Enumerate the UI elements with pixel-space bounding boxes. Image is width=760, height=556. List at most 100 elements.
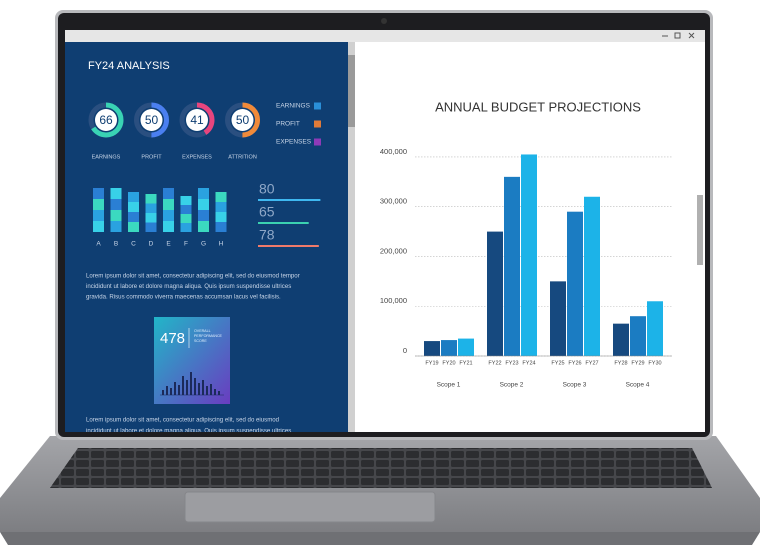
maximize-button[interactable]	[674, 32, 681, 39]
mini-bar	[145, 194, 157, 232]
x-tick-label: FY26	[568, 360, 581, 366]
bar	[487, 231, 503, 356]
gauge-value: 41	[190, 113, 204, 127]
legend-label: EARNINGS	[276, 103, 311, 110]
mini-bar-segment	[198, 199, 209, 210]
mini-bar-segment	[128, 192, 139, 202]
bar	[504, 176, 520, 356]
mini-bar-segment	[145, 213, 157, 223]
mini-bar-segment	[110, 199, 122, 210]
mini-bar-segment	[145, 203, 157, 213]
paragraph-line: Lorem ipsum dolor sit amet, consectetur …	[86, 273, 300, 280]
mini-bar	[93, 188, 104, 232]
window-bar	[65, 30, 705, 42]
gauge-core	[231, 109, 254, 131]
mini-bar-segment	[180, 223, 192, 232]
x-tick-label: FY22	[488, 360, 501, 366]
mini-bar-segment	[145, 194, 157, 204]
mini-bar	[215, 192, 227, 232]
bar	[441, 340, 457, 356]
mini-bar-segment	[215, 202, 227, 212]
x-tick-label: FY20	[442, 360, 455, 366]
gauge-arc	[134, 102, 169, 138]
mini-bar-segment	[180, 196, 192, 205]
paragraph-line: incididunt ut labore et dolore magna ali…	[86, 283, 291, 290]
y-tick-label: 400,000	[380, 147, 407, 156]
x-tick-label: FY19	[425, 360, 438, 366]
paragraph-line: Lorem ipsum dolor sit amet, consectetur …	[86, 417, 279, 424]
mini-bar-label: G	[201, 241, 206, 248]
bar	[567, 211, 583, 356]
mini-bar-segment	[93, 210, 104, 221]
mini-bar-segment	[198, 188, 209, 199]
bar	[630, 316, 646, 356]
keyboard	[50, 448, 712, 488]
bar	[424, 341, 440, 356]
mini-bar	[198, 188, 209, 232]
mini-bar-segment	[180, 214, 192, 223]
y-tick-label: 100,000	[380, 296, 407, 305]
mini-bar-segment	[163, 199, 174, 210]
x-tick-label: FY29	[631, 360, 644, 366]
legend-swatch	[314, 120, 321, 128]
progress-value: 80	[259, 181, 275, 197]
paragraph-line: gravida. Risus commodo viverra maecenas …	[86, 294, 281, 301]
y-tick-label: 0	[403, 346, 407, 355]
x-tick-label: FY23	[505, 360, 518, 366]
mini-bar	[128, 192, 139, 232]
y-tick-label: 300,000	[380, 197, 407, 206]
bar	[584, 196, 600, 356]
mini-bar-segment	[163, 188, 174, 199]
gauge-arc	[179, 102, 215, 138]
scrollbar-thumb[interactable]	[348, 55, 355, 127]
mini-bar-segment	[215, 212, 227, 222]
bar	[647, 301, 663, 356]
mini-bar-segment	[128, 212, 139, 222]
legend-swatch	[314, 138, 321, 146]
mini-bar-label: B	[114, 241, 118, 248]
base-edge	[0, 532, 760, 545]
x-tick-label: FY30	[648, 360, 661, 366]
mini-bar-label: C	[131, 241, 136, 248]
scrollbar-thumb[interactable]	[697, 195, 703, 265]
progress-value: 78	[259, 227, 275, 243]
mini-bar-segment	[198, 221, 209, 232]
mini-bar-segment	[128, 202, 139, 212]
mini-bar	[163, 188, 174, 232]
mini-bar-segment	[110, 221, 122, 232]
mini-bar-label: A	[96, 241, 101, 248]
mini-bar	[110, 188, 122, 232]
bar	[521, 154, 537, 356]
group-label: Scope 1	[437, 382, 461, 389]
mini-bar-label: E	[166, 241, 171, 248]
gauge-value: 50	[145, 113, 159, 127]
mini-bar-segment	[93, 199, 104, 210]
gauge-value: 66	[99, 113, 113, 127]
gauge-label: ATTRITION	[228, 154, 257, 160]
close-button[interactable]	[688, 32, 695, 39]
mini-bar-segment	[93, 221, 104, 232]
score-sparkline	[160, 372, 224, 396]
bar	[550, 281, 566, 356]
content: 66 EARNINGS 50 PROFIT 41 EXPENSES 50 ATTRITION E…	[86, 102, 672, 432]
mini-bar-segment	[198, 210, 209, 221]
legend-label: EXPENSES	[276, 139, 312, 146]
dashboard-title: FY24 ANALYSIS	[88, 60, 170, 72]
x-tick-label: FY24	[522, 360, 535, 366]
gauge-arc	[88, 102, 124, 138]
group-label: Scope 2	[500, 382, 524, 389]
touchpad	[184, 491, 436, 523]
mini-bar-segment	[110, 210, 122, 221]
legend-swatch	[314, 102, 321, 110]
x-tick-label: FY28	[614, 360, 627, 366]
score-value: 478	[160, 330, 185, 347]
mini-bar-segment	[145, 222, 157, 232]
webcam	[381, 18, 387, 24]
mini-bar-segment	[93, 188, 104, 199]
chart-title: ANNUAL BUDGET PROJECTIONS	[435, 99, 641, 114]
gauge-label: PROFIT	[141, 154, 162, 160]
mini-bar-segment	[163, 210, 174, 221]
gauge-core	[140, 109, 163, 131]
score-label: OVERALL	[194, 329, 211, 333]
